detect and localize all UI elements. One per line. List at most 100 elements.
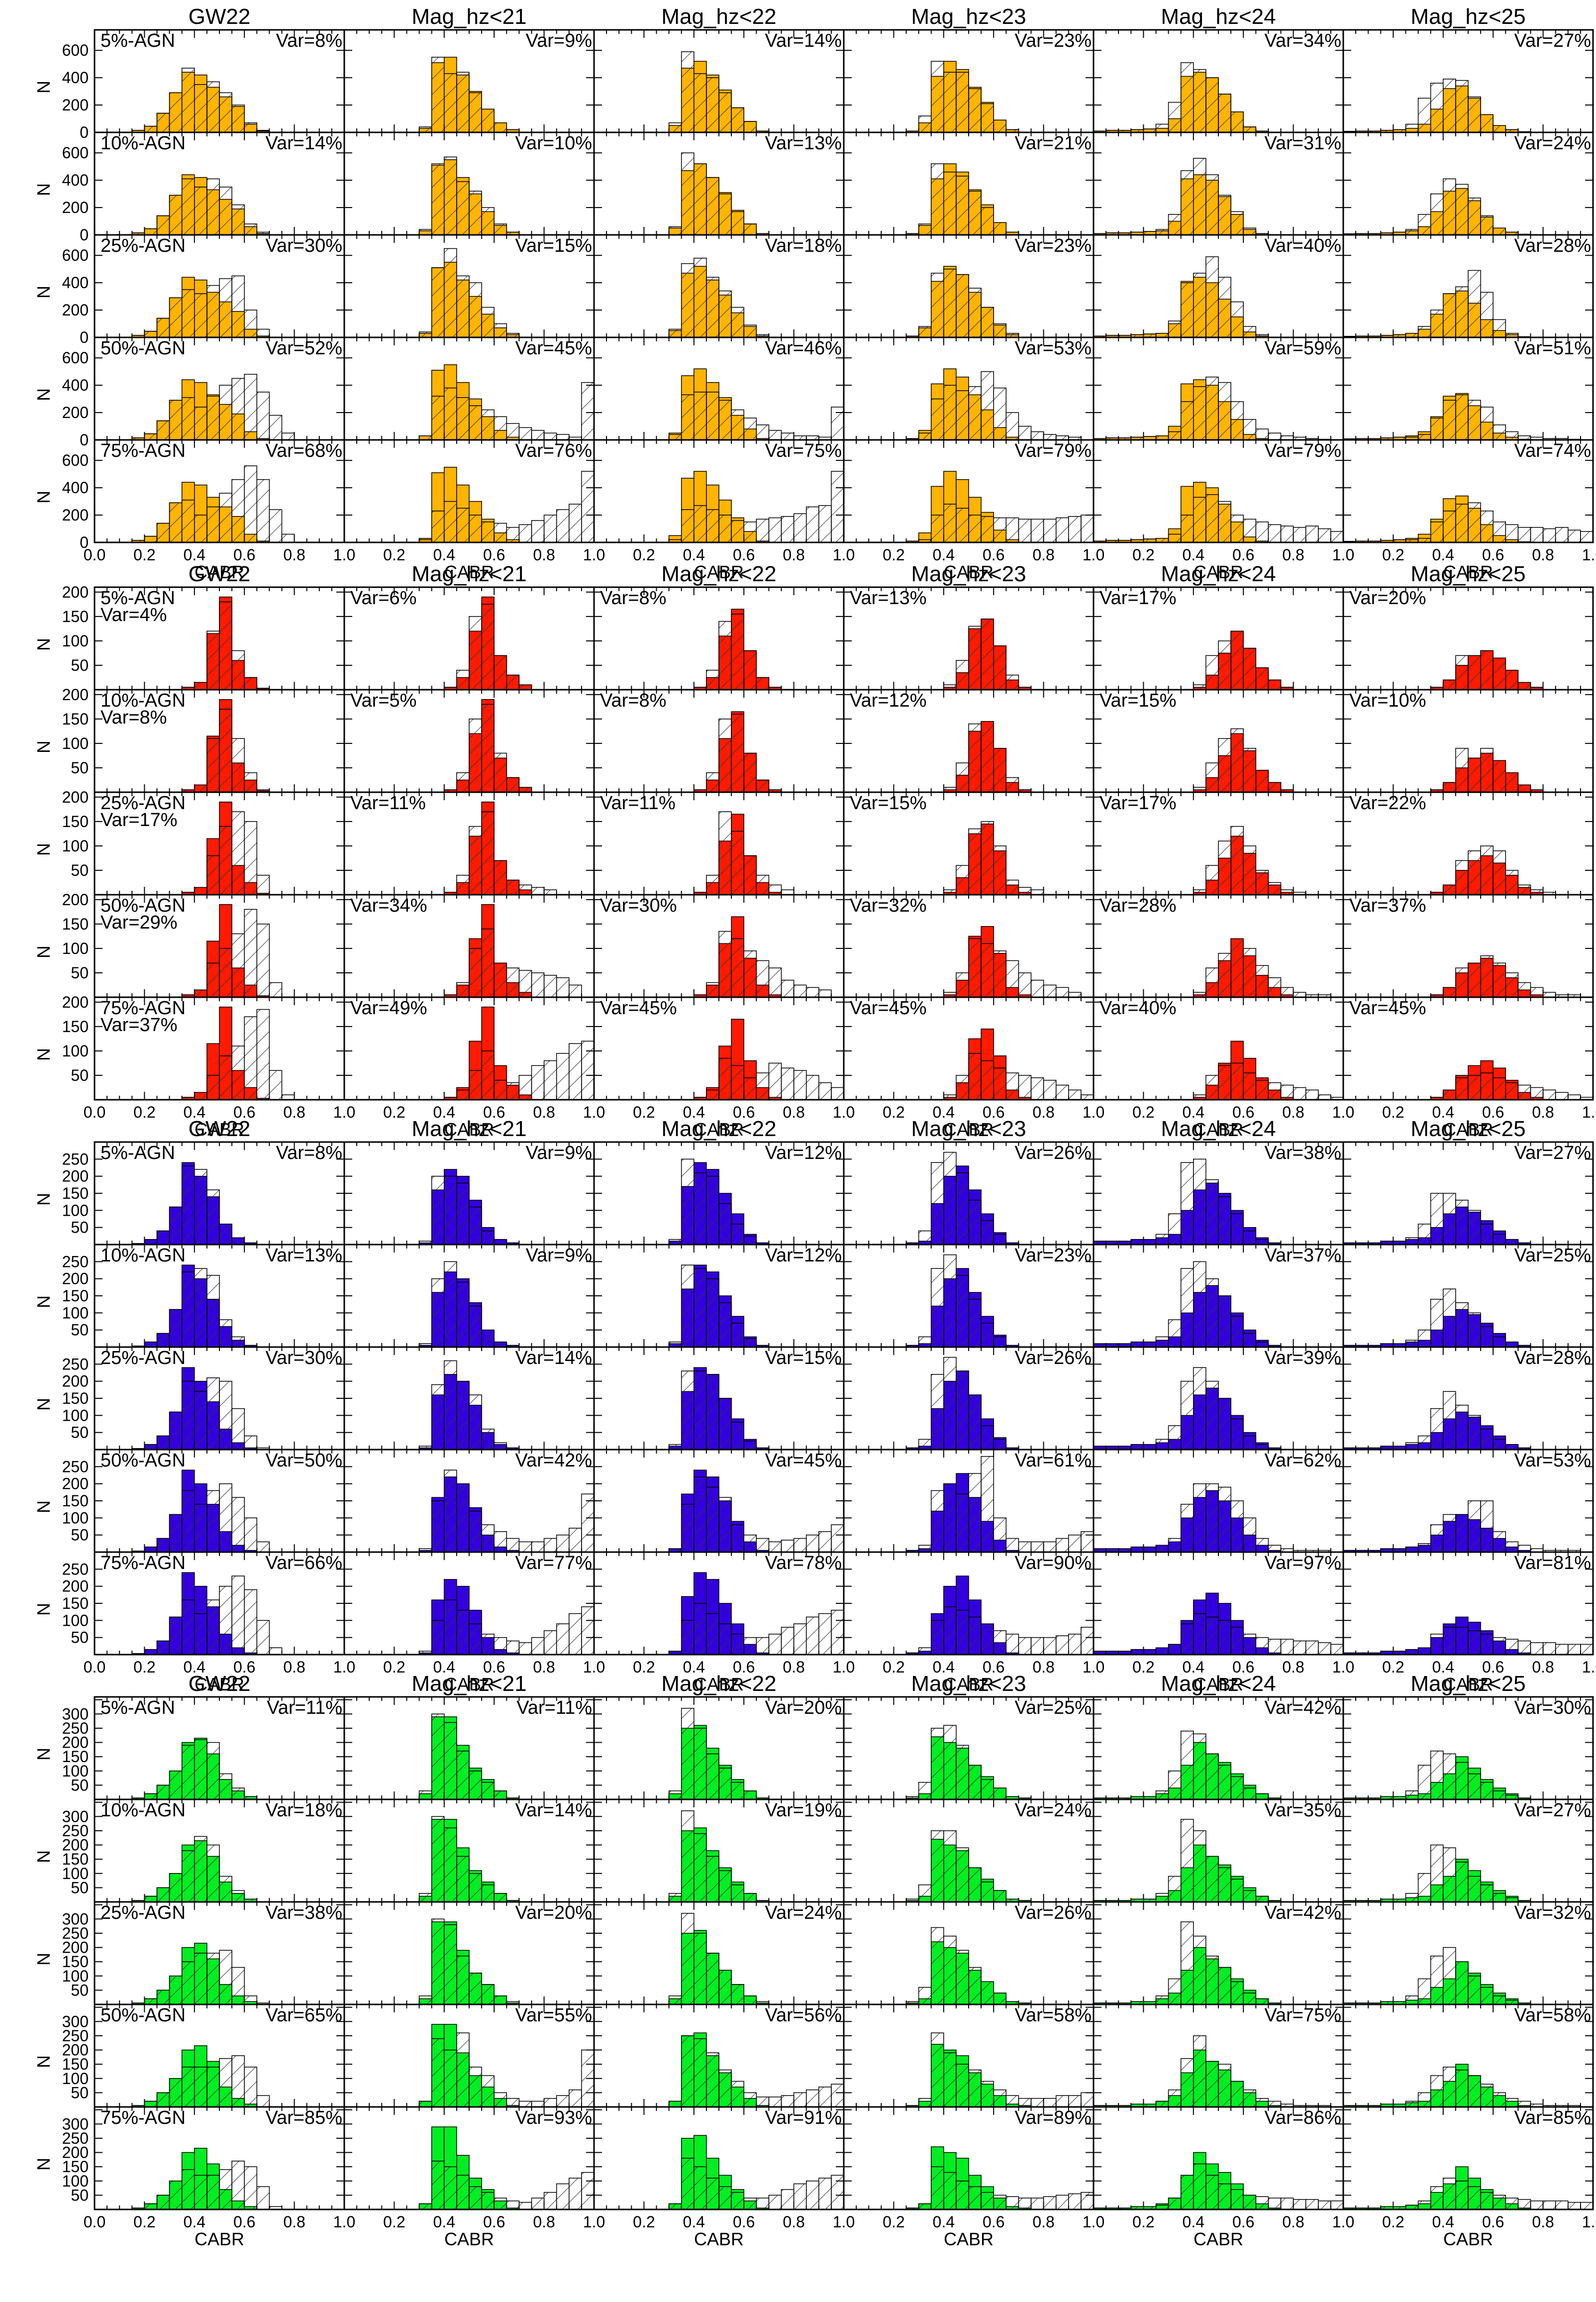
- var-label: Var=79%: [1014, 440, 1092, 461]
- panel: Var=45%: [593, 996, 845, 1101]
- hatched-bar: [1218, 382, 1231, 440]
- var-label: Var=76%: [515, 440, 592, 461]
- y-axis-label: N: [33, 1193, 54, 1206]
- y-tick-label: 400: [62, 69, 89, 87]
- hatched-bar: [1205, 865, 1219, 895]
- y-axis-label: N: [33, 183, 54, 196]
- hatched-bar: [1268, 782, 1282, 793]
- hatched-bar: [556, 509, 570, 543]
- x-tick-label: 0.8: [533, 546, 555, 564]
- hatched-bar: [1205, 256, 1219, 338]
- x-axis-label: CABR: [195, 1119, 244, 1140]
- var-label: Var=30%: [600, 895, 677, 916]
- plot-root: GW22 Mag_hz<21 Mag_hz<22 Mag_hz<23 Mag_hz<24…: [33, 4, 1596, 2249]
- hatched-bar: [731, 307, 744, 338]
- hatched-bar: [206, 738, 220, 793]
- hatched-bar: [1480, 1072, 1494, 1100]
- hatched-bar: [1243, 126, 1257, 133]
- hatched-bar: [1218, 1065, 1231, 1100]
- x-tick-label: 0.2: [883, 1103, 904, 1121]
- panel: Var=75%: [593, 439, 845, 543]
- hatched-bar: [531, 887, 545, 895]
- hatched-bar: [1443, 987, 1456, 998]
- hatched-bar: [194, 1092, 207, 1100]
- hatched-bar: [418, 331, 432, 338]
- hatched-bar: [1305, 525, 1319, 543]
- hatched-bar: [1018, 887, 1032, 895]
- hatched-bar: [1517, 527, 1531, 543]
- hatched-bar: [1443, 293, 1456, 338]
- hatched-bar: [756, 1072, 770, 1100]
- hatched-bar: [993, 645, 1007, 690]
- hatched-bar: [169, 502, 183, 543]
- hatched-bar: [144, 228, 158, 235]
- hatched-bar: [706, 277, 719, 338]
- hatched-bar: [194, 682, 207, 690]
- hatched-bar: [956, 508, 969, 543]
- y-tick-label: 100: [62, 1201, 89, 1219]
- hatched-bar: [818, 989, 832, 998]
- hatched-bar: [694, 257, 707, 338]
- hatched-bar: [543, 432, 557, 440]
- hatched-bar: [1205, 376, 1219, 440]
- hatched-bar: [993, 517, 1007, 543]
- hatched-bar: [731, 938, 744, 998]
- hatched-bar: [1205, 174, 1219, 235]
- hatched-bar: [256, 875, 270, 895]
- hatched-bar: [244, 122, 258, 133]
- x-tick-label: 0.2: [133, 546, 155, 564]
- hatched-bar: [1268, 977, 1282, 998]
- hatched-bar: [1043, 1080, 1057, 1100]
- hatched-bar: [1468, 655, 1481, 690]
- hatched-bar: [156, 420, 170, 440]
- hatched-bar: [805, 506, 819, 543]
- panel: Var=10%: [1342, 689, 1594, 793]
- hatched-bar: [156, 523, 170, 543]
- y-tick-label: 50: [71, 656, 89, 674]
- hatched-bar: [1243, 747, 1257, 793]
- var-label: Var=17%: [1099, 793, 1177, 814]
- hatched-bar: [1468, 1210, 1481, 1245]
- y-tick-label: 200: [62, 404, 89, 421]
- hatched-bar: [1468, 270, 1481, 338]
- panel: Var=15%: [343, 234, 595, 338]
- hatched-bar: [706, 772, 719, 793]
- hatched-bar: [1455, 1077, 1469, 1100]
- hatched-bar: [694, 392, 707, 440]
- var-label: Var=11%: [350, 793, 426, 814]
- hatched-bar: [231, 933, 245, 998]
- hatched-bar: [543, 975, 557, 998]
- hatched-bar: [1430, 310, 1444, 338]
- hatched-bar: [1493, 760, 1506, 793]
- hatched-bar: [1417, 98, 1431, 133]
- var-label: Var=14%: [265, 133, 342, 154]
- hatched-bar: [1218, 501, 1231, 543]
- panel: Var=12%: [593, 1244, 845, 1348]
- hatched-bar: [181, 1165, 195, 1245]
- y-axis-label: N: [33, 286, 54, 299]
- hatched-bar: [918, 326, 932, 338]
- hatched-bar: [469, 405, 482, 440]
- hatched-bar: [793, 513, 807, 543]
- hatched-bar: [818, 1082, 832, 1100]
- hatched-bar: [1130, 1239, 1144, 1245]
- hatched-bar: [1280, 1084, 1294, 1100]
- x-tick-label: 0.8: [1032, 546, 1054, 564]
- hatched-bar: [981, 1220, 994, 1245]
- hatched-bar: [1468, 198, 1481, 235]
- column-title: Mag_hz<23: [911, 4, 1026, 29]
- hatched-bar: [469, 948, 482, 998]
- hatched-bar: [1517, 1084, 1531, 1100]
- hatched-bar: [144, 433, 158, 440]
- panel: Var=12%: [843, 689, 1095, 793]
- hatched-bar: [181, 68, 195, 133]
- hatched-bar: [556, 977, 570, 998]
- x-tick-label: 1.0: [1332, 1103, 1354, 1121]
- hatched-bar: [1018, 972, 1032, 998]
- hatched-bar: [1517, 682, 1531, 690]
- x-tick-label: 1.0: [583, 1103, 605, 1121]
- var-label: Var=40%: [1264, 235, 1341, 256]
- hatched-bar: [956, 660, 969, 690]
- var-label: Var=45%: [515, 338, 592, 359]
